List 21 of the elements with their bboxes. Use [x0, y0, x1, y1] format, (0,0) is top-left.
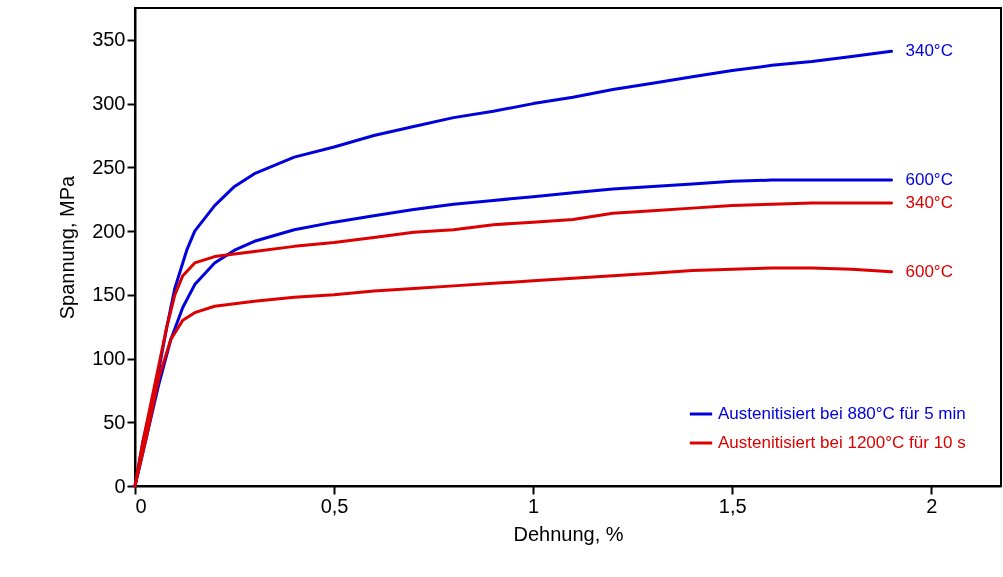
annotation: 340°C — [905, 41, 953, 61]
annotation: 600°C — [905, 170, 953, 190]
x-tick-label: 2 — [926, 494, 938, 517]
y-tick-label: 0 — [114, 474, 126, 497]
annotation: 340°C — [905, 193, 953, 213]
legend-label: Austenitisiert bei 1200°C für 10 s — [718, 433, 966, 452]
x-tick-label: 1,5 — [718, 494, 747, 517]
y-tick-label: 150 — [92, 283, 126, 306]
y-axis-title: Spannung, MPa — [56, 174, 79, 320]
y-tick-label: 200 — [92, 219, 126, 242]
y-tick-label: 250 — [92, 155, 126, 178]
annotation: 600°C — [905, 261, 953, 281]
y-tick-label: 100 — [92, 347, 126, 370]
x-tick-label: 0 — [135, 494, 147, 517]
x-tick-label: 0,5 — [320, 494, 349, 517]
y-tick-label: 50 — [103, 410, 126, 433]
x-tick-label: 1 — [528, 494, 540, 517]
y-tick-label: 350 — [92, 28, 126, 51]
y-tick-label: 300 — [92, 92, 126, 115]
legend-label: Austenitisiert bei 880°C für 5 min — [718, 404, 966, 423]
x-axis-title: Dehnung, % — [513, 522, 624, 545]
